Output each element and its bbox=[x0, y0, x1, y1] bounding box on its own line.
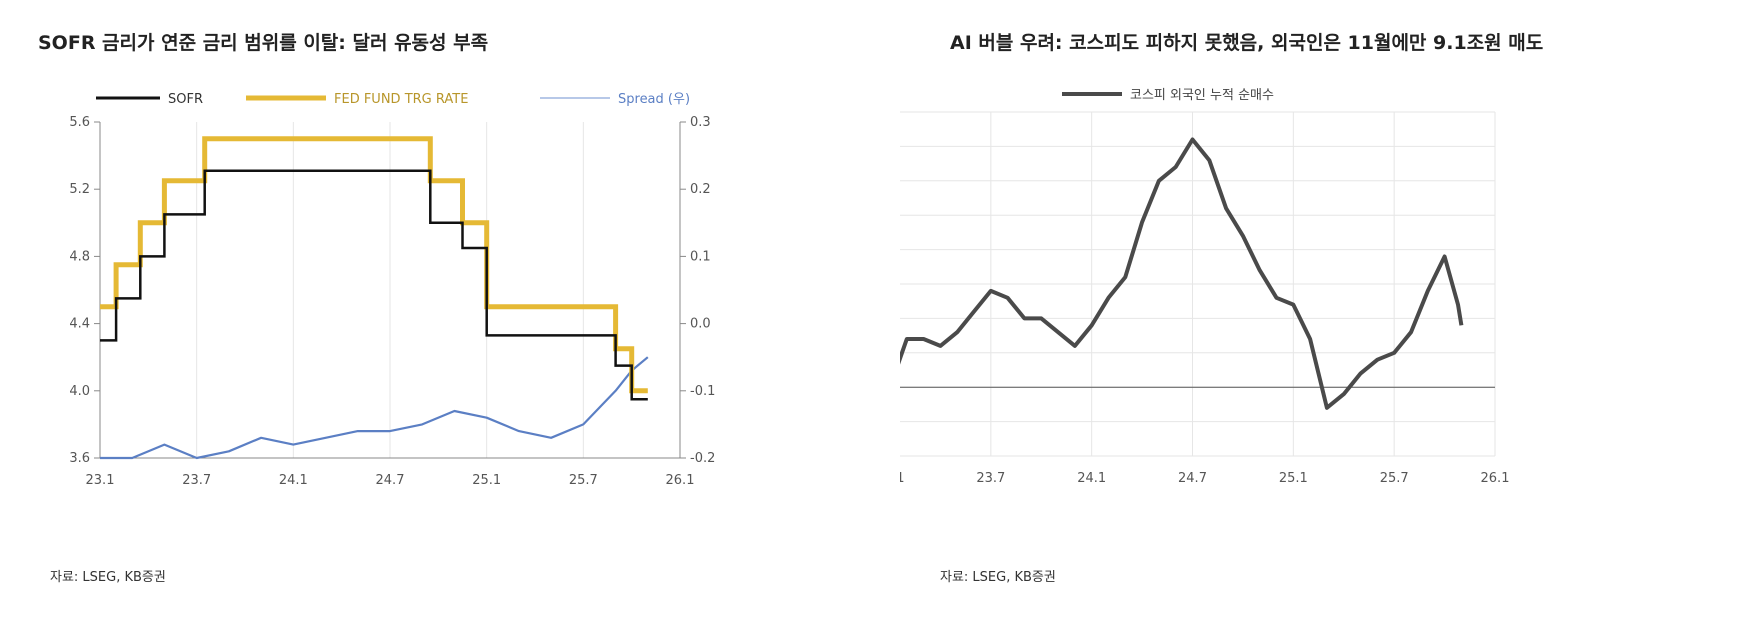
right-y-tick-label: -0.1 bbox=[690, 384, 715, 399]
right-x-tick-label: 24.7 bbox=[1178, 471, 1207, 486]
right-x-tick-label: 26.1 bbox=[1481, 471, 1510, 486]
legend-kospi-label: 코스피 외국인 누적 순매수 bbox=[1130, 88, 1274, 103]
right-x-tick-label: 24.1 bbox=[1077, 471, 1106, 486]
left-x-tick-label: 26.1 bbox=[666, 473, 695, 488]
right-chart: 4035302520151050-5-1023.123.724.124.725.… bbox=[900, 88, 1510, 486]
series-kospi-foreign-line bbox=[900, 137, 1464, 410]
left-x-tick-label: 25.1 bbox=[472, 473, 501, 488]
right-x-tick-label: 23.1 bbox=[900, 471, 904, 486]
legend-spread-label: Spread (우) bbox=[618, 92, 690, 107]
left-chart: 23.1 23.7 24.1 24.7 25.1 25.7 26.1 5.6 5.2 4.8 4.4… bbox=[69, 92, 715, 488]
right-chart-title: AI 버블 우려: 코스피도 피하지 못했음, 외국인은 11월에만 9.1조원… bbox=[950, 32, 1544, 54]
left-y-tick-label: 4.4 bbox=[69, 317, 90, 332]
left-y-tick-label: 5.6 bbox=[69, 115, 90, 130]
left-y-tick-label: 3.6 bbox=[69, 451, 90, 466]
left-x-tick-label: 23.7 bbox=[182, 473, 211, 488]
series-sofr-line bbox=[100, 169, 648, 401]
right-x-tick-label: 25.1 bbox=[1279, 471, 1308, 486]
right-y-tick-label: 0.3 bbox=[690, 115, 711, 130]
left-x-tick-label: 23.1 bbox=[86, 473, 115, 488]
left-chart-panel: SOFR 금리가 연준 금리 범위를 이탈: 달러 유동성 부족 23.1 23.… bbox=[38, 32, 715, 585]
left-source: 자료: LSEG, KB증권 bbox=[50, 570, 166, 585]
left-x-tick-label: 25.7 bbox=[569, 473, 598, 488]
legend-fed-label: FED FUND TRG RATE bbox=[334, 92, 468, 107]
left-chart-title: SOFR 금리가 연준 금리 범위를 이탈: 달러 유동성 부족 bbox=[38, 32, 489, 54]
series-spread-line bbox=[100, 356, 649, 460]
left-y-tick-label: 5.2 bbox=[69, 182, 90, 197]
left-y-tick-label: 4.0 bbox=[69, 384, 90, 399]
right-y-tick-label: -0.2 bbox=[690, 451, 715, 466]
right-y-tick-label: 0.2 bbox=[690, 182, 711, 197]
right-y-tick-label: 0.1 bbox=[690, 249, 711, 264]
legend-sofr-label: SOFR bbox=[168, 92, 203, 107]
right-x-tick-label: 23.7 bbox=[976, 471, 1005, 486]
right-x-tick-label: 25.7 bbox=[1380, 471, 1409, 486]
left-x-tick-label: 24.7 bbox=[376, 473, 405, 488]
series-fed-fund-line bbox=[100, 136, 648, 394]
right-y-tick-label: 0.0 bbox=[690, 317, 711, 332]
right-chart-panel: AI 버블 우려: 코스피도 피하지 못했음, 외국인은 11월에만 9.1조원… bbox=[900, 0, 1756, 635]
right-source: 자료: LSEG, KB증권 bbox=[940, 570, 1056, 585]
left-y-tick-label: 4.8 bbox=[69, 249, 90, 264]
left-x-tick-label: 24.1 bbox=[279, 473, 308, 488]
